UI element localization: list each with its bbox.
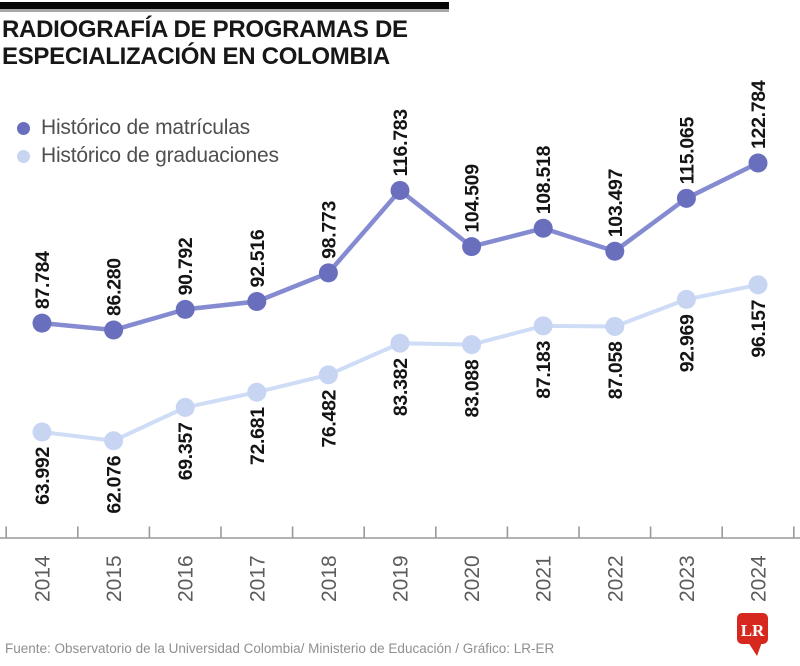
data-point-value-label: 87.183 <box>533 340 555 398</box>
data-point-value-label: 63.992 <box>32 447 54 505</box>
data-point-value-label: 122.784 <box>748 80 770 149</box>
data-point <box>676 188 696 208</box>
data-point-value-label: 115.065 <box>676 117 698 185</box>
data-point-value-label: 96.157 <box>748 300 770 358</box>
lr-logo-bubble <box>737 613 768 644</box>
data-point-value-label: 86.280 <box>104 258 126 316</box>
data-point <box>104 320 124 340</box>
data-point <box>318 263 338 283</box>
data-point <box>533 316 553 336</box>
legend-item-graduaciones: Histórico de graduaciones <box>17 142 279 170</box>
x-axis-year-label: 2015 <box>103 555 126 602</box>
data-point-value-label: 104.509 <box>462 164 484 233</box>
data-point-value-label: 76.482 <box>318 389 340 447</box>
data-point <box>605 241 625 261</box>
chart-legend: Histórico de matrículas Histórico de gra… <box>17 114 279 170</box>
data-point <box>247 382 267 402</box>
data-point-value-label: 83.382 <box>390 358 412 416</box>
page-title-line2: ESPECIALIZACIÓN EN COLOMBIA <box>2 43 390 70</box>
lr-logo: LR <box>737 613 768 656</box>
data-point <box>318 365 338 385</box>
data-point-value-label: 83.088 <box>462 359 484 417</box>
data-point <box>605 316 625 336</box>
data-point <box>533 218 553 238</box>
x-axis-year-label: 2022 <box>604 555 627 602</box>
legend-item-label: Histórico de matrículas <box>41 116 250 139</box>
source-credit: Fuente: Observatorio de la Universidad C… <box>5 641 555 656</box>
x-axis-year-label: 2019 <box>390 555 413 602</box>
data-point-value-label: 116.783 <box>390 109 412 177</box>
data-point-value-label: 92.516 <box>247 229 269 287</box>
line-chart: 2014 2015 2016 2017 2018 2019 2020 2021 2022 2023… <box>0 80 800 602</box>
data-point-value-label: 62.076 <box>104 455 126 513</box>
page-title: RADIOGRAFÍA DE PROGRAMAS DE ESPECIALIZAC… <box>2 16 472 70</box>
matriculas-series-dot-icon <box>17 121 30 135</box>
data-point-value-label: 87.058 <box>605 341 627 399</box>
data-point <box>462 335 482 355</box>
lr-logo-tail <box>748 642 762 656</box>
data-point <box>748 275 768 295</box>
data-point <box>462 237 482 257</box>
data-point-value-label: 98.773 <box>318 201 340 259</box>
data-point <box>175 397 195 417</box>
data-point-value-label: 108.518 <box>533 145 555 214</box>
data-point <box>32 422 52 442</box>
data-point <box>175 299 195 319</box>
data-point <box>32 313 52 333</box>
x-axis-year-label: 2014 <box>32 555 55 602</box>
header-accent-bar <box>0 2 449 12</box>
data-point-value-label: 87.784 <box>32 251 54 309</box>
data-point-value-label: 103.497 <box>605 169 627 237</box>
data-point-value-label: 90.792 <box>175 237 197 295</box>
data-point <box>390 333 410 353</box>
x-axis-year-label: 2024 <box>748 555 771 602</box>
lr-logo-text: LR <box>741 621 765 640</box>
legend-item-matriculas: Histórico de matrículas <box>17 114 279 142</box>
x-axis-year-label: 2017 <box>246 555 269 602</box>
x-axis-year-label: 2023 <box>676 555 699 602</box>
graduaciones-series-dot-icon <box>17 149 30 163</box>
data-point <box>247 291 267 311</box>
x-axis-year-label: 2021 <box>533 555 556 602</box>
data-point-value-label: 92.969 <box>676 314 698 372</box>
data-point <box>676 289 696 309</box>
x-axis-year-label: 2018 <box>318 555 341 602</box>
page-title-line1: RADIOGRAFÍA DE PROGRAMAS DE <box>2 16 408 43</box>
x-axis-year-label: 2016 <box>175 555 198 602</box>
data-point <box>390 180 410 200</box>
legend-item-label: Histórico de graduaciones <box>41 144 279 167</box>
data-point-value-label: 72.681 <box>247 407 269 465</box>
data-point <box>104 431 124 451</box>
data-point-value-label: 69.357 <box>175 422 197 480</box>
data-point <box>748 153 768 173</box>
x-axis-year-label: 2020 <box>461 555 484 602</box>
